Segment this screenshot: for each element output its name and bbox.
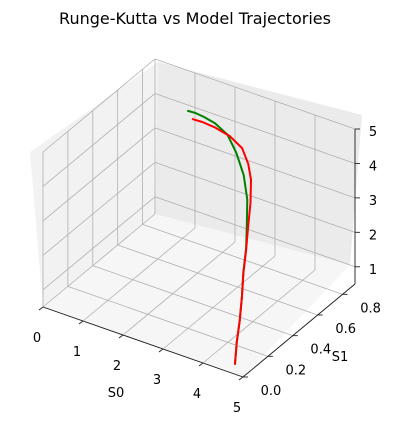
grid-line-x	[202, 269, 316, 364]
x-tick-label: 3	[153, 373, 161, 388]
axis-lines	[42, 129, 356, 378]
x-tick	[38, 306, 44, 311]
grid-line-y	[117, 244, 318, 316]
x-tick-label: 4	[193, 387, 201, 402]
floor-pane	[43, 214, 350, 377]
grid-line-y	[92, 265, 293, 337]
grid-line-z	[154, 196, 356, 268]
grid-line-x	[122, 241, 236, 336]
grid-line-z	[42, 93, 156, 187]
y-axis-line	[242, 283, 356, 378]
z-tick-label: 4	[369, 159, 377, 174]
grid-lines	[42, 58, 356, 378]
grid-line-z	[42, 162, 156, 256]
x-tick	[158, 348, 164, 353]
y-tick-label: 0.4	[310, 343, 331, 358]
grid-line-x	[162, 255, 276, 350]
series-line-2	[191, 118, 252, 365]
y-tick-label: 0.6	[335, 322, 356, 337]
x-tick-label: 5	[233, 401, 241, 416]
y-tick-label: 0.0	[261, 384, 282, 399]
x-tick-label: 0	[33, 331, 41, 346]
grid-line-x	[82, 227, 196, 322]
z-tick-label: 5	[369, 125, 377, 140]
grid-line-z	[154, 93, 356, 164]
x-tick	[238, 376, 244, 381]
axis-ticks: 0 1 2 3 4 5 0.0 0.20.4 0.6 0.8 1 2 3 4 5	[33, 125, 381, 416]
x-tick-label: 1	[73, 345, 81, 360]
x-tick	[198, 362, 204, 367]
grid-line-z	[42, 58, 156, 153]
left-pane	[30, 62, 158, 307]
z-tick-label: 1	[369, 263, 377, 278]
x-tick-label: 2	[113, 359, 121, 374]
chart-title: Runge-Kutta vs Model Trajectories	[59, 9, 331, 28]
grid-line-y	[67, 285, 269, 357]
y-tick-label: 0.8	[360, 301, 381, 316]
grid-line-z	[154, 161, 356, 233]
back-pane	[155, 62, 362, 265]
z-tick-label: 2	[369, 228, 377, 243]
z-tick-label: 3	[369, 194, 377, 209]
grid-line-x	[42, 213, 156, 308]
x-tick	[78, 320, 84, 325]
grid-line-z	[154, 127, 356, 199]
x-tick	[118, 334, 124, 339]
grid-line-y	[142, 223, 343, 295]
series-group	[187, 109, 252, 365]
axes-panes	[30, 62, 362, 377]
x-axis-label: S0	[108, 386, 125, 401]
x-axis-line	[42, 306, 244, 378]
grid-line-z	[42, 196, 156, 291]
y-axis-label: S1	[332, 350, 349, 365]
y-tick-label: 0.2	[286, 363, 307, 378]
grid-line-z	[42, 127, 156, 222]
grid-line-z	[154, 58, 356, 130]
